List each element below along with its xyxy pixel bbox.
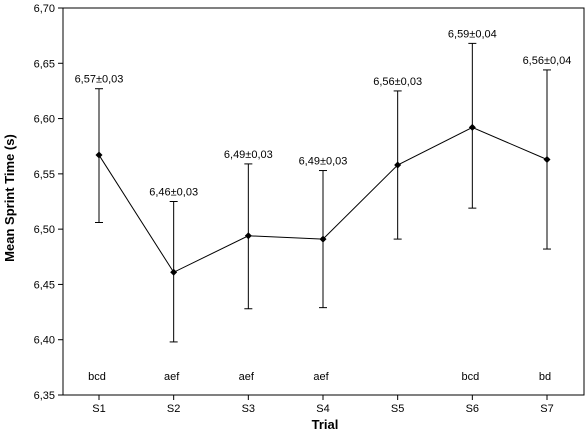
- data-point: [95, 151, 103, 159]
- letter-labels: bcd aef aef aef bcd bd: [88, 371, 551, 383]
- value-label: 6,57±0,03: [75, 74, 124, 86]
- data-point: [319, 235, 327, 243]
- y-axis-title: Mean Sprint Time (s): [2, 134, 17, 262]
- y-tick-label: 6,55: [34, 169, 55, 181]
- value-label: 6,49±0,03: [224, 149, 273, 161]
- x-tick-label: S5: [391, 403, 404, 415]
- value-label: 6,49±0,03: [299, 156, 348, 168]
- y-tick-label: 6,70: [34, 3, 55, 15]
- x-tick-label: S3: [242, 403, 255, 415]
- y-tick-label: 6,50: [34, 224, 55, 236]
- x-tick-label: S2: [167, 403, 180, 415]
- x-tick-label: S7: [540, 403, 553, 415]
- value-label: 6,59±0,04: [448, 28, 497, 40]
- x-tick-label: S4: [316, 403, 329, 415]
- y-tick-label: 6,35: [34, 390, 55, 402]
- value-label: 6,56±0,03: [373, 76, 422, 88]
- data-point: [543, 155, 551, 163]
- value-labels: 6,57±0,03 6,46±0,03 6,49±0,03 6,49±0,03 6,56…: [75, 28, 572, 198]
- x-tick-label: S6: [466, 403, 479, 415]
- data-point: [170, 268, 178, 276]
- value-label: 6,46±0,03: [149, 187, 198, 199]
- y-tick-label: 6,65: [34, 58, 55, 70]
- data-points: [95, 123, 551, 276]
- y-axis: 6,35 6,40 6,45 6,50 6,55 6,60 6,65 6,70: [34, 3, 63, 402]
- x-axis-title: Trial: [312, 417, 339, 432]
- significance-label: bcd: [88, 371, 106, 383]
- y-tick-label: 6,40: [34, 335, 55, 347]
- significance-label: bd: [539, 371, 551, 383]
- y-tick-label: 6,45: [34, 279, 55, 291]
- significance-label: aef: [164, 371, 180, 383]
- data-point: [394, 161, 402, 169]
- y-tick-label: 6,60: [34, 114, 55, 126]
- data-point: [468, 123, 476, 131]
- significance-label: aef: [239, 371, 255, 383]
- value-label: 6,56±0,04: [523, 55, 572, 67]
- data-point: [244, 232, 252, 240]
- significance-label: bcd: [461, 371, 479, 383]
- x-axis: S1 S2 S3 S4 S5 S6 S7: [92, 395, 554, 415]
- x-tick-label: S1: [92, 403, 105, 415]
- significance-label: aef: [313, 371, 329, 383]
